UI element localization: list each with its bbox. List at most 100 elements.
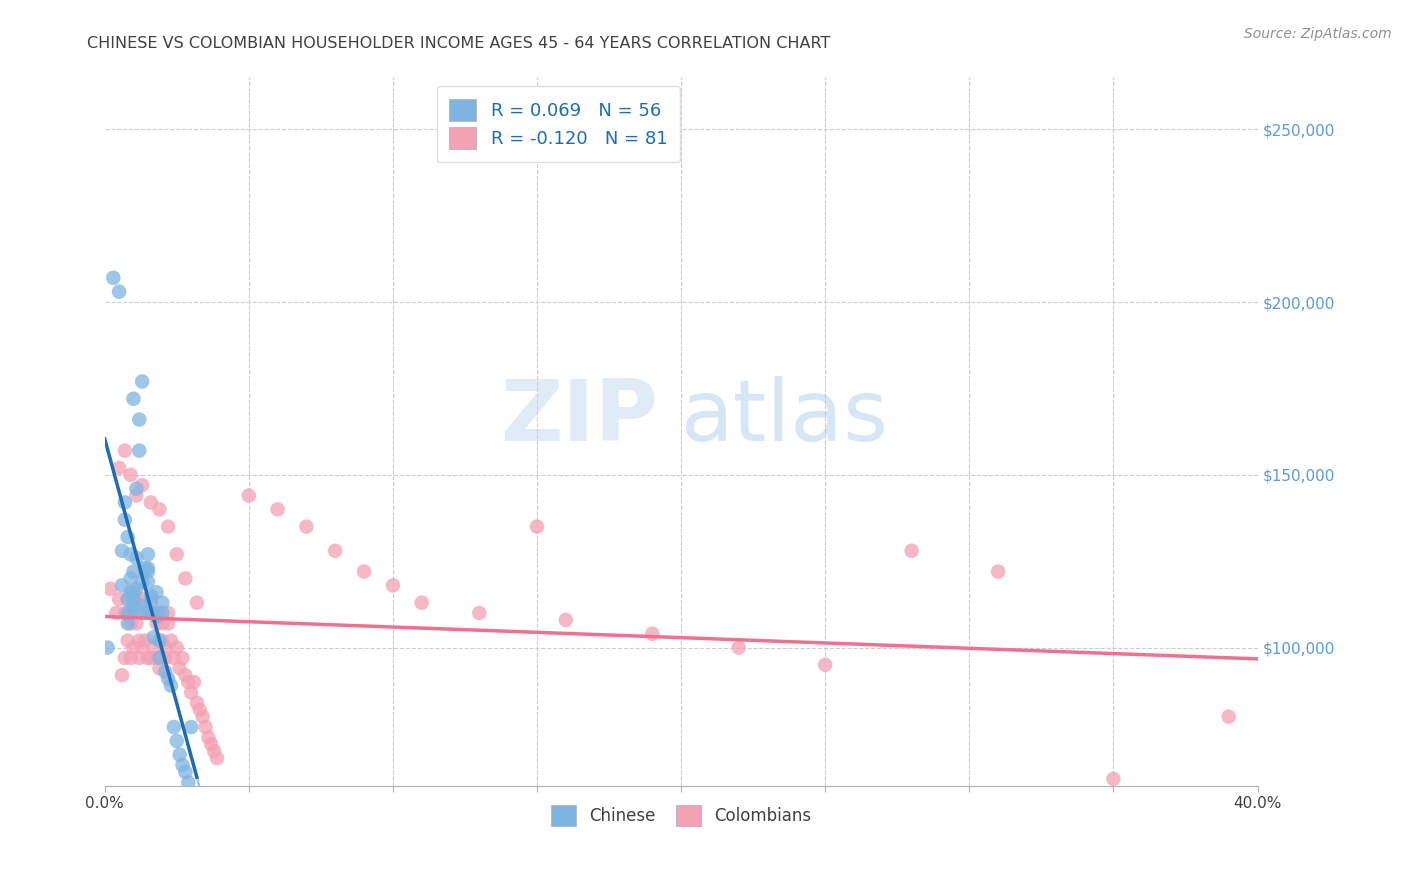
Point bbox=[186, 696, 208, 710]
Point bbox=[166, 640, 188, 655]
Point bbox=[120, 572, 142, 586]
Point bbox=[131, 478, 153, 492]
Point bbox=[136, 561, 159, 575]
Point bbox=[108, 285, 131, 299]
Point bbox=[180, 720, 202, 734]
Point bbox=[153, 665, 176, 679]
Point bbox=[136, 606, 159, 620]
Point bbox=[103, 270, 125, 285]
Point bbox=[150, 633, 173, 648]
Point bbox=[125, 550, 148, 565]
Point bbox=[125, 482, 148, 496]
Point bbox=[205, 751, 228, 765]
Point bbox=[197, 731, 219, 745]
Point bbox=[122, 392, 145, 406]
Point bbox=[139, 606, 162, 620]
Point bbox=[148, 606, 170, 620]
Point bbox=[157, 616, 180, 631]
Point bbox=[136, 651, 159, 665]
Point bbox=[108, 461, 131, 475]
Point bbox=[142, 640, 165, 655]
Point bbox=[1218, 709, 1240, 723]
Point bbox=[134, 606, 156, 620]
Point bbox=[117, 530, 139, 544]
Point bbox=[122, 565, 145, 579]
Point bbox=[134, 561, 156, 575]
Point bbox=[169, 747, 191, 762]
Point bbox=[150, 606, 173, 620]
Point bbox=[188, 703, 211, 717]
Text: atlas: atlas bbox=[681, 376, 889, 459]
Point bbox=[641, 626, 664, 640]
Point bbox=[142, 630, 165, 644]
Point bbox=[323, 544, 346, 558]
Point bbox=[131, 606, 153, 620]
Point bbox=[157, 519, 180, 533]
Point bbox=[139, 651, 162, 665]
Point bbox=[120, 547, 142, 561]
Point bbox=[353, 565, 375, 579]
Point bbox=[117, 633, 139, 648]
Point bbox=[200, 737, 222, 751]
Point bbox=[125, 616, 148, 631]
Point bbox=[120, 616, 142, 631]
Point bbox=[160, 679, 183, 693]
Point bbox=[177, 675, 200, 690]
Point bbox=[139, 592, 162, 607]
Point bbox=[157, 672, 180, 686]
Point bbox=[114, 651, 136, 665]
Point bbox=[174, 764, 197, 779]
Point bbox=[150, 616, 173, 631]
Point bbox=[194, 720, 217, 734]
Point bbox=[100, 582, 122, 596]
Point bbox=[108, 592, 131, 607]
Point bbox=[114, 443, 136, 458]
Point bbox=[125, 582, 148, 596]
Point bbox=[145, 609, 167, 624]
Point bbox=[120, 467, 142, 482]
Point bbox=[174, 572, 197, 586]
Point bbox=[160, 633, 183, 648]
Point bbox=[163, 651, 186, 665]
Legend: Chinese, Colombians: Chinese, Colombians bbox=[543, 797, 820, 834]
Point bbox=[136, 565, 159, 579]
Point bbox=[128, 651, 150, 665]
Point bbox=[134, 565, 156, 579]
Point bbox=[128, 412, 150, 426]
Point bbox=[166, 734, 188, 748]
Point bbox=[114, 513, 136, 527]
Point bbox=[554, 613, 576, 627]
Point bbox=[139, 495, 162, 509]
Point bbox=[96, 640, 118, 655]
Point bbox=[131, 375, 153, 389]
Point bbox=[122, 592, 145, 607]
Point bbox=[120, 585, 142, 599]
Point bbox=[186, 596, 208, 610]
Point bbox=[172, 651, 194, 665]
Point bbox=[166, 547, 188, 561]
Point bbox=[468, 606, 491, 620]
Point bbox=[202, 744, 225, 758]
Point bbox=[142, 606, 165, 620]
Point bbox=[128, 443, 150, 458]
Point bbox=[148, 502, 170, 516]
Point bbox=[1102, 772, 1125, 786]
Point bbox=[134, 633, 156, 648]
Point bbox=[139, 596, 162, 610]
Point bbox=[157, 606, 180, 620]
Point bbox=[122, 585, 145, 599]
Point bbox=[145, 585, 167, 599]
Point bbox=[238, 489, 260, 503]
Point bbox=[150, 596, 173, 610]
Text: ZIP: ZIP bbox=[501, 376, 658, 459]
Point bbox=[125, 592, 148, 607]
Point bbox=[117, 606, 139, 620]
Point bbox=[900, 544, 922, 558]
Point bbox=[114, 606, 136, 620]
Point bbox=[411, 596, 433, 610]
Point bbox=[131, 640, 153, 655]
Point bbox=[169, 661, 191, 675]
Point bbox=[814, 657, 837, 672]
Point bbox=[131, 599, 153, 613]
Point bbox=[125, 489, 148, 503]
